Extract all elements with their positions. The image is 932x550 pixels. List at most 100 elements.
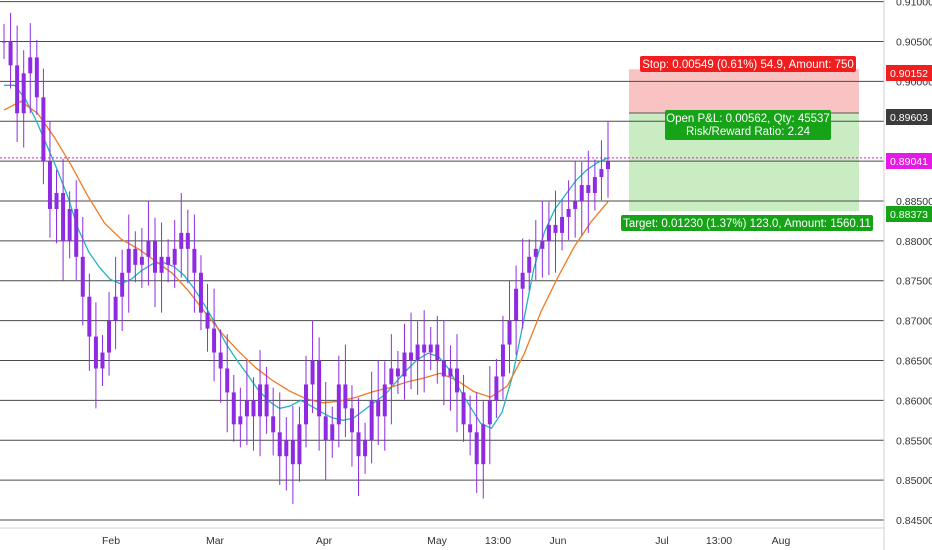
candle-body [212, 328, 217, 353]
rr-label-text: Risk/Reward Ratio: 2.24 [686, 126, 811, 138]
candle-body [514, 288, 519, 321]
candle-body [579, 185, 584, 201]
candle-body [61, 193, 66, 241]
candle-body [264, 384, 269, 417]
entry-price-badge-box [886, 109, 932, 125]
candle-body [356, 432, 361, 457]
candle-body [468, 424, 473, 433]
candle-body [317, 360, 322, 417]
pnl-label[interactable]: Open P&L: 0.00562, Qty: 45537 Risk/Rewar… [665, 110, 831, 140]
time-tick-label: Feb [102, 535, 120, 547]
candle-body [258, 384, 263, 417]
candle-body [225, 368, 230, 393]
candle-body [172, 248, 177, 265]
candle-body [553, 224, 558, 233]
price-tick-label: 0.88000 [896, 236, 932, 248]
candle-body [540, 240, 545, 249]
candle-body [402, 352, 407, 377]
candle-body [185, 232, 190, 249]
price-tick-label: 0.86500 [896, 356, 932, 368]
stop-label[interactable]: Stop: 0.00549 (0.61%) 54.9, Amount: 750 [640, 56, 856, 72]
stop-price-badge-text: 0.90152 [890, 68, 928, 80]
time-tick-label: May [427, 535, 448, 547]
candle-body [87, 296, 92, 337]
candle-body [500, 344, 505, 377]
candle-body [441, 360, 446, 377]
candle-body [343, 384, 348, 409]
candle-body [126, 248, 131, 273]
candle-body [546, 224, 551, 241]
candle-body [409, 352, 414, 361]
candle-body [533, 248, 538, 257]
candle-body [592, 177, 597, 194]
stop-zone [629, 69, 859, 114]
candle-body [323, 416, 328, 441]
candle-body [455, 368, 459, 393]
price-tick-label: 0.87500 [896, 276, 932, 288]
candle-body [435, 344, 440, 361]
candle-body [494, 376, 499, 401]
candle-body [310, 360, 315, 385]
candle-body [153, 240, 157, 273]
target-label-box [621, 215, 873, 231]
candles [2, 12, 610, 505]
candle-body [369, 400, 374, 441]
candle-body [284, 440, 289, 457]
candle-body [166, 256, 171, 265]
candle-body [271, 416, 276, 433]
candle-body [28, 57, 33, 74]
candle-body [2, 41, 6, 43]
candle-body [330, 424, 335, 441]
candle-body [54, 193, 59, 209]
candle-body [382, 384, 387, 417]
candle-body [507, 320, 512, 345]
pnl-label-box [665, 110, 831, 140]
candle-body [297, 424, 302, 465]
target-price-badge-box [886, 206, 932, 222]
candle-body [238, 416, 243, 425]
candle-body [277, 432, 282, 457]
candle-body [389, 368, 394, 385]
candle-body [15, 65, 20, 114]
candle-body [428, 344, 433, 353]
candle-body [586, 185, 591, 194]
stop-price-badge-box [886, 65, 932, 81]
candle-body [422, 344, 427, 353]
current-price-badge-box [886, 153, 932, 169]
stop-label-text: Stop: 0.00549 (0.61%) 54.9, Amount: 750 [642, 59, 854, 71]
price-gridlines [0, 1, 884, 521]
candle-body [34, 57, 39, 98]
entry-price-badge: 0.89603 [886, 109, 932, 125]
current-price-badge: 0.89041 [886, 153, 932, 169]
time-tick-label: Jun [550, 535, 567, 547]
time-tick-label: Jul [655, 535, 668, 547]
candle-body [74, 208, 79, 257]
target-label[interactable]: Target: 0.01230 (1.37%) 123.0, Amount: 1… [621, 215, 873, 231]
candle-body [606, 161, 610, 170]
candle-body [448, 368, 453, 377]
candle-body [349, 408, 354, 433]
candle-body [159, 256, 164, 273]
candle-body [599, 169, 604, 178]
candle-body [520, 272, 525, 289]
candle-body [395, 368, 400, 377]
candle-body [415, 344, 420, 361]
candle-body [47, 161, 52, 209]
price-tick-label: 0.85000 [896, 475, 932, 487]
candle-body [113, 296, 118, 321]
time-tick-label: Mar [206, 535, 225, 547]
candle-body [100, 352, 105, 369]
candle-body [363, 440, 368, 457]
pnl-label-text: Open P&L: 0.00562, Qty: 45537 [666, 113, 830, 125]
candle-body [566, 208, 571, 217]
candle-body [179, 232, 184, 249]
position-zones [629, 69, 859, 212]
candle-body [336, 384, 341, 425]
price-tick-label: 0.87000 [896, 316, 932, 328]
time-tick-label: 13:00 [706, 535, 732, 547]
candle-body [244, 400, 249, 417]
time-axis[interactable]: Feb Mar Apr May 13:00 Jun Jul 13:00 Aug [102, 535, 791, 547]
stop-price-badge: 0.90152 [886, 65, 932, 81]
candle-body [146, 240, 151, 257]
